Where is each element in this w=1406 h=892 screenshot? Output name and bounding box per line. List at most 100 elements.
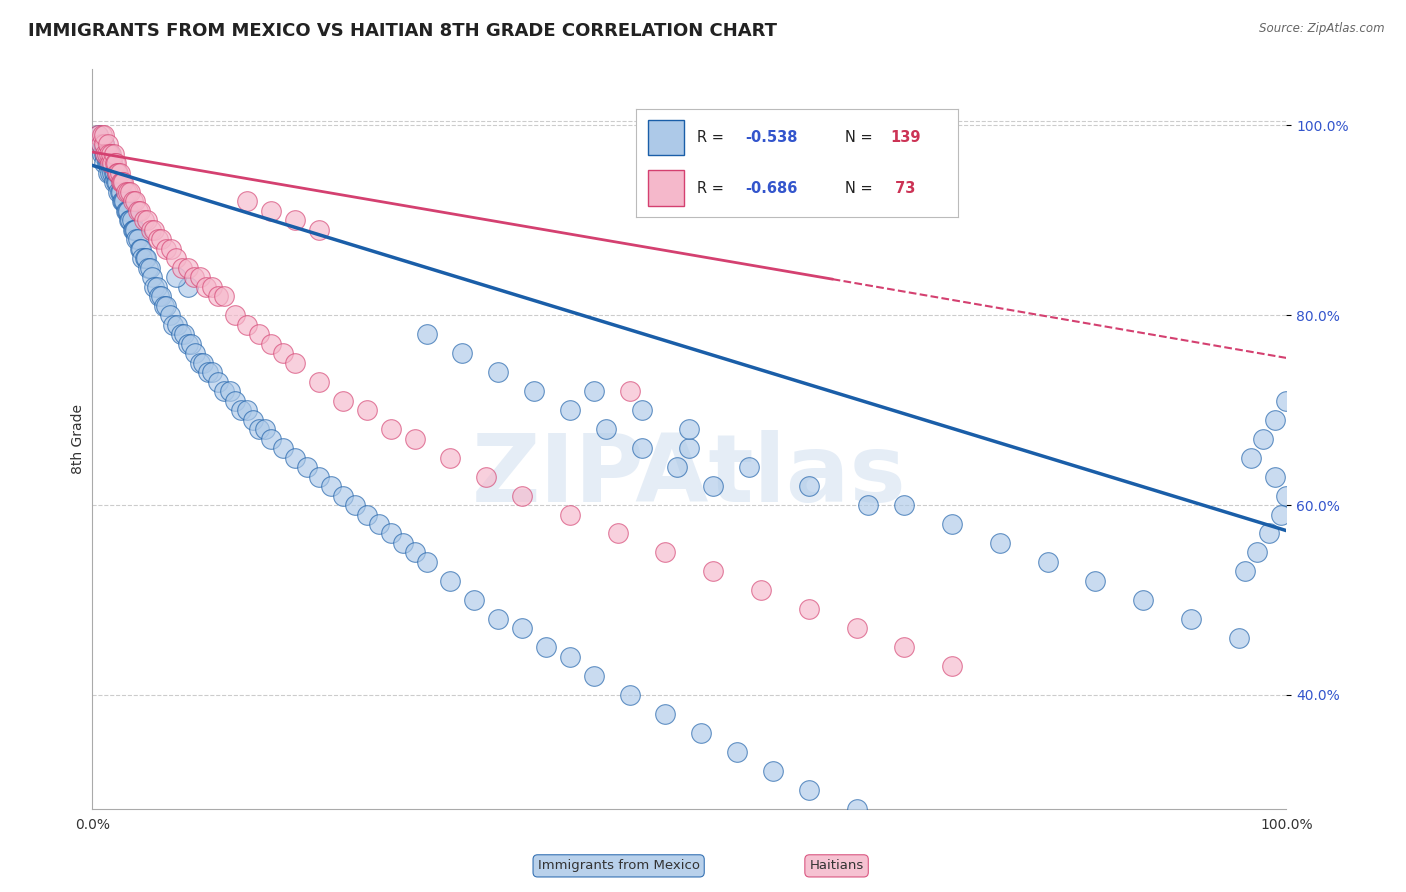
Point [94,147,117,161]
Point [207,289,229,303]
Point [619,688,641,702]
Point [93,147,115,161]
Text: IMMIGRANTS FROM MEXICO VS HAITIAN 8TH GRADE CORRELATION CHART: IMMIGRANTS FROM MEXICO VS HAITIAN 8TH GR… [28,22,778,40]
Point [582,384,605,399]
Point [666,460,689,475]
Point [101,156,124,170]
Point [295,460,318,475]
Point [201,279,224,293]
Point [486,612,509,626]
Point [582,669,605,683]
Point [146,232,169,246]
Point [391,536,413,550]
Point [762,764,785,778]
Point [797,602,820,616]
Point [98,166,121,180]
Text: Source: ZipAtlas.com: Source: ZipAtlas.com [1260,22,1385,36]
Point [207,375,229,389]
Point [188,270,211,285]
Point [125,232,148,246]
Text: Haitians: Haitians [810,859,863,872]
Point [143,223,166,237]
Point [738,460,761,475]
Point [212,384,235,399]
Point [107,166,129,180]
Point [103,147,125,161]
Point [184,346,207,360]
Point [356,508,378,522]
Point [1270,508,1292,522]
Point [134,252,156,266]
Point [725,745,748,759]
Point [797,782,820,797]
Point [534,640,557,655]
Point [104,166,127,180]
Point [165,270,187,285]
Point [893,640,915,655]
Point [96,156,118,170]
Point [858,498,880,512]
Point [415,555,437,569]
Point [121,213,143,227]
Point [121,223,143,237]
Point [108,185,131,199]
Point [173,327,195,342]
Point [117,203,139,218]
Point [630,441,652,455]
Point [332,489,354,503]
Point [100,156,122,170]
Point [380,422,402,436]
Point [988,536,1011,550]
Point [145,279,167,293]
Point [260,432,283,446]
Point [558,403,581,417]
Point [1233,565,1256,579]
Point [690,725,713,739]
Point [105,175,128,189]
Point [343,498,366,512]
Point [153,299,176,313]
Point [439,574,461,588]
Point [224,393,246,408]
Point [129,242,152,256]
Point [165,252,187,266]
Point [193,356,215,370]
Point [141,270,163,285]
Point [180,336,202,351]
Point [284,356,307,370]
Point [224,308,246,322]
Point [97,137,120,152]
Point [136,213,159,227]
Point [97,156,120,170]
Point [475,469,498,483]
Point [654,545,676,559]
Point [439,450,461,465]
Point [103,166,125,180]
Point [1251,432,1274,446]
Point [98,147,121,161]
Point [97,156,120,170]
Point [132,213,155,227]
Point [90,137,112,152]
Point [150,232,173,246]
Point [87,128,110,142]
Point [159,308,181,322]
Point [242,412,264,426]
Point [127,232,149,246]
Point [98,156,121,170]
Point [1257,526,1279,541]
Point [260,203,283,218]
Point [702,479,724,493]
Point [103,175,125,189]
Point [148,289,170,303]
Point [893,498,915,512]
Point [1227,631,1250,645]
Point [114,203,136,218]
Point [183,270,205,285]
Point [236,403,259,417]
Point [308,375,330,389]
Point [797,479,820,493]
Point [606,526,628,541]
Point [319,479,342,493]
Point [177,336,200,351]
